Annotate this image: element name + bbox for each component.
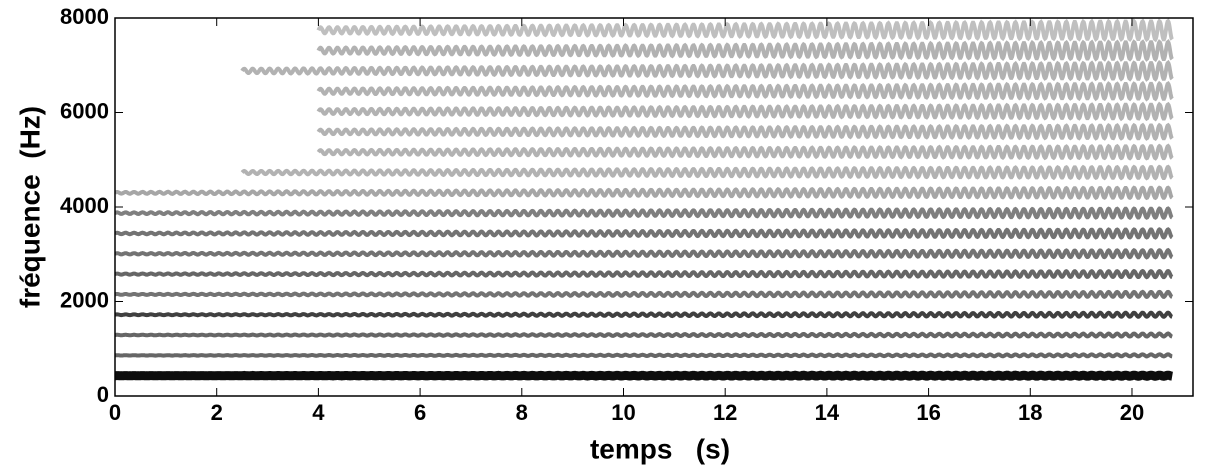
harmonic (316, 80, 1174, 102)
harmonic (115, 185, 1174, 201)
harmonic (316, 39, 1174, 63)
x-tick-label: 0 (109, 400, 121, 425)
y-tick-label: 4000 (60, 193, 109, 218)
x-tick-label: 18 (1018, 400, 1042, 425)
harmonic (240, 59, 1174, 82)
harmonic (115, 268, 1174, 280)
harmonic (316, 143, 1174, 161)
x-tick-label: 4 (312, 400, 325, 425)
x-tick-label: 6 (414, 400, 426, 425)
x-tick-label: 16 (916, 400, 940, 425)
harmonic (115, 289, 1174, 300)
harmonic (115, 352, 1173, 359)
spectrogram (115, 18, 1174, 381)
harmonic (115, 370, 1173, 381)
harmonic (115, 247, 1174, 260)
y-tick-label: 0 (97, 382, 109, 407)
x-tick-label: 20 (1120, 400, 1144, 425)
harmonic (316, 101, 1174, 122)
y-axis-label: fréquence (Hz) (14, 106, 45, 308)
x-tick-label: 14 (815, 400, 840, 425)
x-tick-label: 8 (516, 400, 528, 425)
harmonic (316, 18, 1174, 43)
x-tick-label: 10 (611, 400, 635, 425)
harmonic (115, 206, 1174, 221)
x-tick-label: 12 (713, 400, 737, 425)
y-tick-label: 8000 (60, 4, 109, 29)
y-tick-label: 6000 (60, 98, 109, 123)
harmonic (115, 227, 1174, 240)
y-tick-label: 2000 (60, 287, 109, 312)
harmonic (316, 122, 1174, 141)
harmonic (115, 310, 1174, 319)
x-tick-label: 2 (211, 400, 223, 425)
x-axis-label: temps (s) (590, 433, 730, 464)
harmonic (240, 164, 1174, 181)
harmonic (115, 331, 1173, 339)
